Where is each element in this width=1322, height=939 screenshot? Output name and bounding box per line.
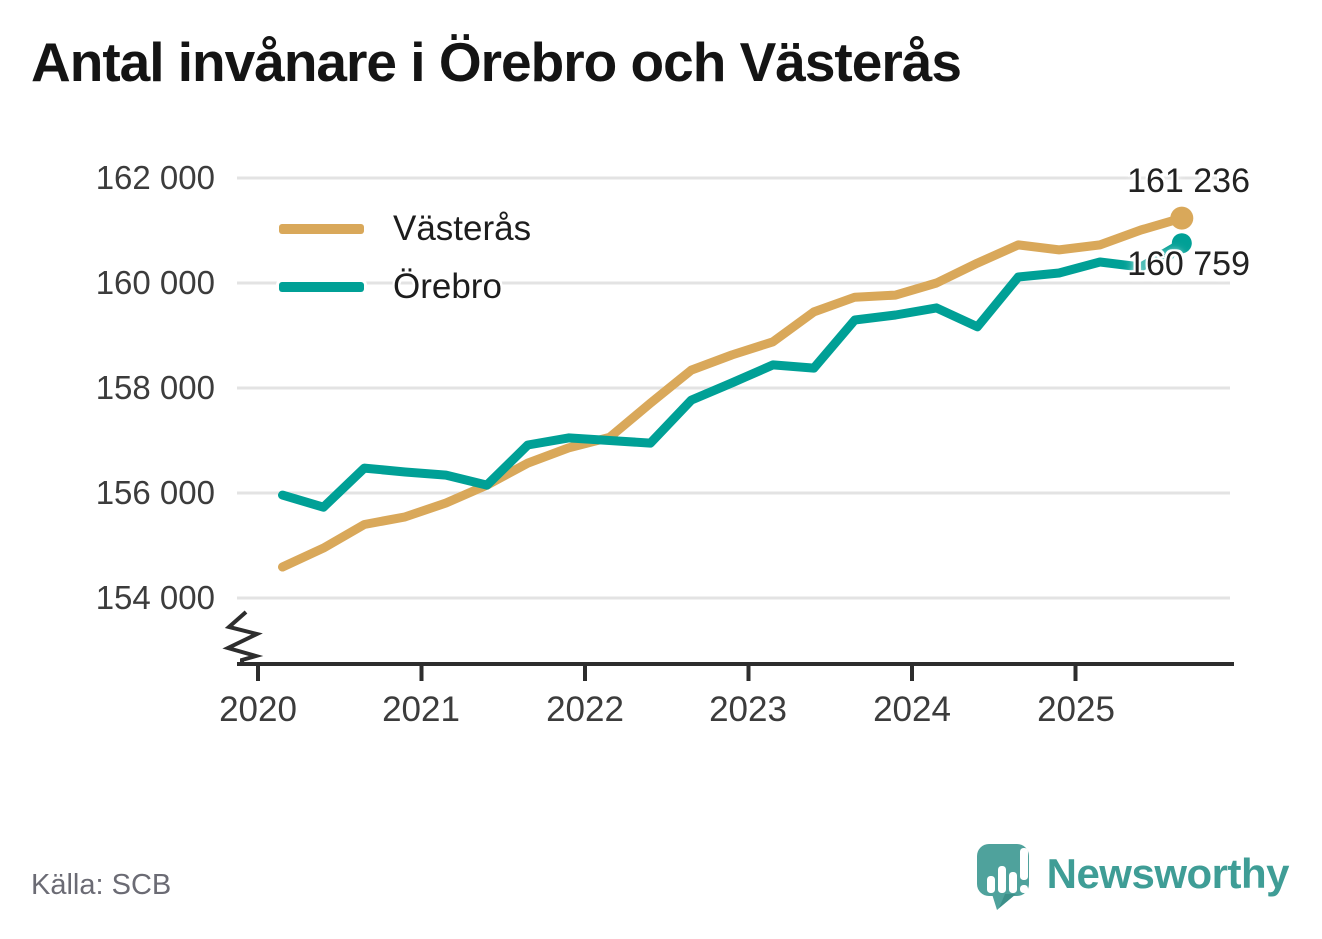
legend-item-vasteras: Västerås [279,207,531,251]
value-label-vasteras: 161 236 [1127,162,1250,200]
legend-swatch-vasteras [279,224,364,234]
x-axis-tick-label: 2020 [219,690,297,729]
legend-item-orebro: Örebro [279,265,531,309]
legend-label-orebro: Örebro [393,267,502,306]
series-line-orebro [278,238,1187,512]
value-label-orebro: 160 759 [1127,245,1250,283]
y-axis-tick-label: 160 000 [95,264,215,301]
x-axis-tick-label: 2025 [1037,690,1115,729]
x-axis-tick-label: 2022 [546,690,624,729]
newsworthy-speech-bubble-chart-icon [976,844,1029,910]
y-axis-tick-label: 158 000 [95,369,215,406]
newsworthy-logo: Newsworthy [975,842,1290,914]
x-axis-tick-label: 2023 [709,690,787,729]
x-axis-tick-label: 2021 [382,690,460,729]
legend: Västerås Örebro [279,207,531,323]
source-label: Källa: SCB [31,869,172,901]
end-dot-vasteras [1170,206,1194,230]
legend-label-vasteras: Västerås [393,209,532,248]
series-line-vasteras [278,213,1187,572]
y-axis-tick-label: 154 000 [95,579,215,616]
x-axis-tick-label: 2024 [873,690,951,729]
end-dot-orebro [1171,233,1192,254]
chart-title: Antal invånare i Örebro och Västerås [31,31,962,93]
y-axis-tick-label: 162 000 [95,159,215,196]
newsworthy-wordmark: Newsworthy [1046,850,1290,897]
legend-swatch-orebro [279,282,364,292]
axis-break-icon [222,610,264,664]
y-axis-tick-label: 156 000 [95,474,215,511]
